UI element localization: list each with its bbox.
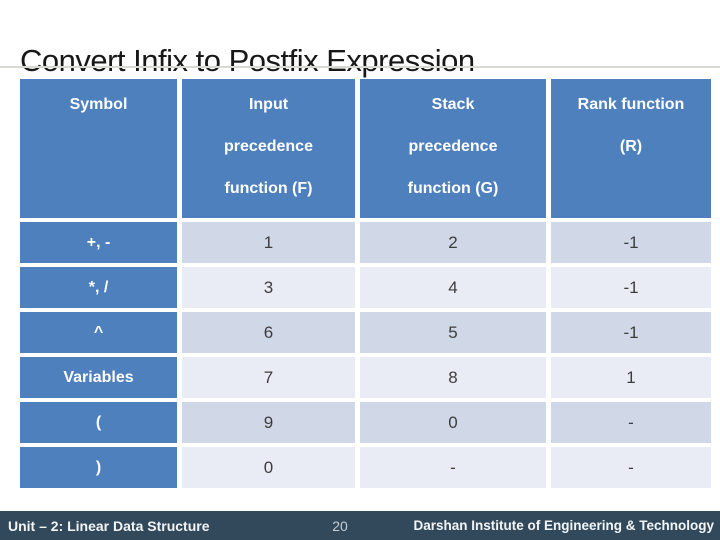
table-cell-stack-precedence: 0 [360,402,546,443]
row-symbol-cell: ) [20,447,177,488]
column-header-label: Input [248,96,289,113]
table-cell-rank: -1 [551,222,711,263]
table-cell-input-precedence: 1 [182,222,355,263]
footer-unit-label: Unit – 2: Linear Data Structure [8,517,210,534]
column-header-label: Stack [431,96,475,113]
table-cell-stack-precedence: - [360,447,546,488]
table-cell-rank: -1 [551,312,711,353]
table-cell-input-precedence: 0 [182,447,355,488]
column-header-label: function (G) [407,180,499,197]
table-cell-stack-precedence: 8 [360,357,546,398]
title-divider [0,66,720,68]
column-header-label: Rank function [577,96,685,113]
table-cell-input-precedence: 6 [182,312,355,353]
slide-footer: Unit – 2: Linear Data Structure 20 Darsh… [0,511,720,540]
table-cell-rank: -1 [551,267,711,308]
row-symbol-cell: Variables [20,357,177,398]
table-cell-stack-precedence: 4 [360,267,546,308]
column-header-label: Symbol [69,96,128,113]
column-header-stack-precedence: Stack precedence function (G) [360,79,546,218]
table-cell-input-precedence: 9 [182,402,355,443]
row-symbol-cell: +, - [20,222,177,263]
column-header-label: (R) [619,138,643,155]
table-cell-rank: 1 [551,357,711,398]
column-header-rank-function: Rank function (R) [551,79,711,218]
table-cell-rank: - [551,447,711,488]
footer-institute-label: Darshan Institute of Engineering & Techn… [413,518,714,533]
precedence-table: Symbol Input precedence function (F) Sta… [20,79,711,488]
column-header-symbol: Symbol [20,79,177,218]
row-symbol-cell: ( [20,402,177,443]
page-title: Convert Infix to Postfix Expression [20,42,475,78]
column-header-label: precedence [408,138,498,155]
table-cell-rank: - [551,402,711,443]
column-header-input-precedence: Input precedence function (F) [182,79,355,218]
table-cell-stack-precedence: 5 [360,312,546,353]
column-header-label: function (F) [224,180,313,197]
table-cell-input-precedence: 3 [182,267,355,308]
page-number: 20 [332,517,348,534]
table-cell-stack-precedence: 2 [360,222,546,263]
row-symbol-cell: *, / [20,267,177,308]
table-cell-input-precedence: 7 [182,357,355,398]
row-symbol-cell: ^ [20,312,177,353]
column-header-label: precedence [224,138,313,155]
